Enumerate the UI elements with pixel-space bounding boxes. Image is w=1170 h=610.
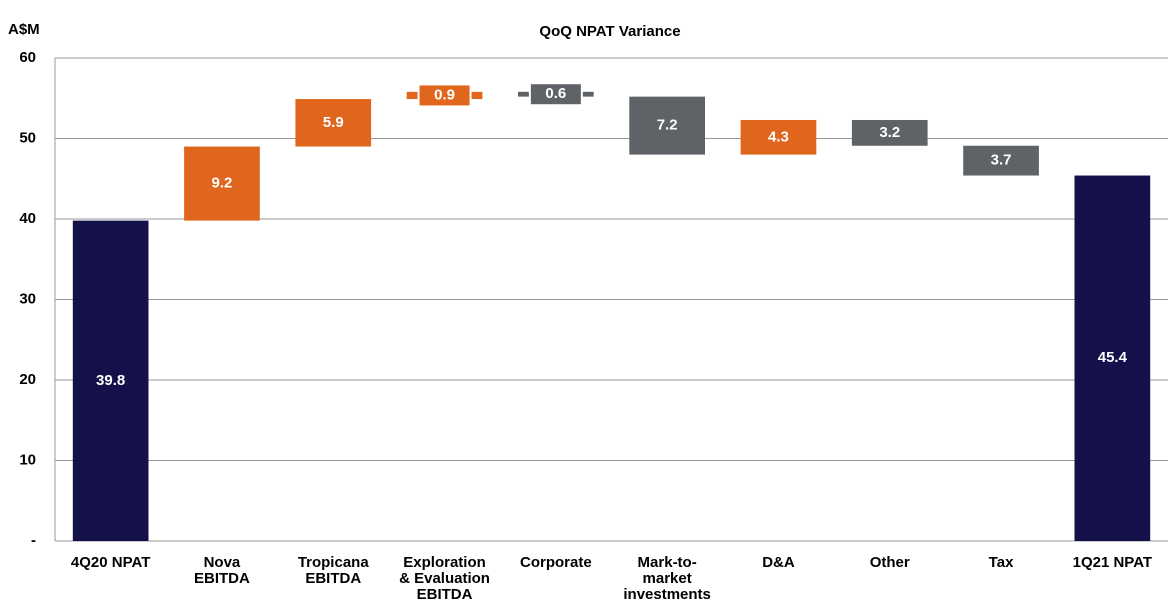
x-tick-label: D&A [762, 554, 795, 571]
bar [963, 145, 1039, 176]
y-tick-label: 20 [19, 371, 36, 388]
y-tick-label: 50 [19, 129, 36, 146]
x-tick-label: 1Q21 NPAT [1072, 554, 1153, 571]
bar [629, 96, 705, 155]
x-tick-label: Tax [988, 554, 1014, 571]
y-axis-label: A$M [8, 21, 40, 38]
x-tick-label: Exploration & Evaluation EBITDA [399, 554, 490, 603]
value-label: 3.7 [991, 152, 1012, 169]
y-tick-label: 10 [19, 451, 36, 468]
bar [184, 146, 260, 221]
value-label: 0.9 [434, 86, 455, 103]
value-label: 5.9 [323, 114, 344, 131]
y-tick-label: 60 [19, 49, 36, 66]
y-tick-label: - [31, 532, 36, 549]
y-tick-label: 40 [19, 210, 36, 227]
bar [740, 119, 817, 155]
bar [72, 220, 149, 542]
value-label-box [417, 83, 472, 108]
x-tick-label: Corporate [520, 554, 592, 571]
value-label: 9.2 [212, 175, 233, 192]
value-label: 4.3 [768, 128, 789, 145]
bar [295, 99, 372, 147]
value-label: 0.6 [545, 85, 566, 102]
bar [1074, 175, 1151, 541]
x-tick-label: 4Q20 NPAT [70, 554, 151, 571]
x-tick-label: Nova EBITDA [194, 554, 250, 587]
value-label-box [528, 82, 583, 107]
value-label: 3.2 [879, 124, 900, 141]
value-label: 7.2 [657, 117, 678, 134]
y-tick-label: 30 [19, 290, 36, 307]
value-label: 45.4 [1098, 349, 1128, 366]
x-tick-label: Other [869, 554, 910, 571]
value-label: 39.8 [96, 372, 125, 389]
chart-title: QoQ NPAT Variance [539, 23, 680, 40]
x-tick-label: Mark-to- market investments [623, 554, 711, 603]
bar [851, 119, 928, 146]
x-tick-label: Tropicana EBITDA [297, 554, 369, 587]
